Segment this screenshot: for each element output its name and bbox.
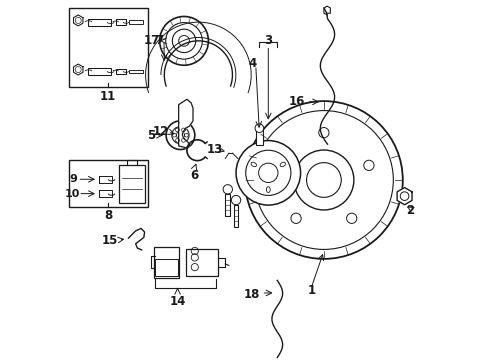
- Bar: [99, 176, 112, 183]
- Text: 11: 11: [100, 90, 116, 103]
- Text: 2: 2: [407, 204, 415, 217]
- Text: 16: 16: [289, 95, 305, 108]
- Circle shape: [254, 111, 393, 249]
- Circle shape: [172, 127, 189, 144]
- Circle shape: [245, 150, 291, 195]
- Text: 1: 1: [307, 284, 316, 297]
- Text: 5: 5: [147, 129, 155, 142]
- Circle shape: [160, 17, 208, 65]
- Bar: [99, 190, 112, 197]
- Circle shape: [346, 213, 357, 224]
- Bar: [225, 194, 230, 216]
- Circle shape: [231, 195, 241, 205]
- Circle shape: [166, 121, 195, 149]
- Bar: [69, 8, 148, 87]
- Bar: [234, 205, 238, 226]
- Text: 14: 14: [170, 296, 186, 309]
- Bar: [186, 249, 218, 276]
- Bar: [116, 68, 126, 74]
- Text: 4: 4: [249, 57, 257, 70]
- Circle shape: [291, 213, 301, 224]
- Polygon shape: [74, 15, 83, 26]
- Polygon shape: [179, 99, 193, 148]
- Text: 10: 10: [65, 189, 80, 199]
- Circle shape: [255, 124, 264, 132]
- Circle shape: [172, 29, 196, 53]
- Bar: [256, 129, 263, 145]
- Text: 18: 18: [244, 288, 260, 301]
- Circle shape: [274, 160, 284, 171]
- Bar: [89, 19, 111, 26]
- Text: 8: 8: [104, 210, 112, 222]
- Text: 13: 13: [206, 143, 222, 156]
- Circle shape: [294, 150, 354, 210]
- Circle shape: [236, 140, 300, 205]
- Bar: [129, 69, 143, 73]
- Text: 7: 7: [155, 33, 163, 47]
- Bar: [69, 160, 148, 207]
- Circle shape: [166, 23, 202, 59]
- Circle shape: [176, 131, 184, 139]
- Bar: [155, 259, 177, 276]
- Bar: [129, 21, 143, 24]
- Circle shape: [223, 185, 232, 194]
- Bar: [119, 165, 145, 203]
- Bar: [89, 68, 111, 75]
- Text: 9: 9: [69, 174, 77, 184]
- Circle shape: [319, 127, 329, 138]
- Circle shape: [364, 160, 374, 171]
- Circle shape: [307, 163, 341, 197]
- Text: 6: 6: [191, 168, 199, 181]
- Text: 3: 3: [264, 33, 272, 47]
- Text: 17: 17: [144, 34, 160, 48]
- Polygon shape: [397, 188, 412, 205]
- Circle shape: [179, 36, 190, 46]
- Circle shape: [245, 101, 403, 259]
- Text: 12: 12: [152, 125, 169, 138]
- Bar: [116, 19, 126, 25]
- Polygon shape: [74, 64, 83, 75]
- Text: 15: 15: [101, 234, 118, 247]
- Circle shape: [259, 163, 278, 183]
- Bar: [153, 247, 179, 278]
